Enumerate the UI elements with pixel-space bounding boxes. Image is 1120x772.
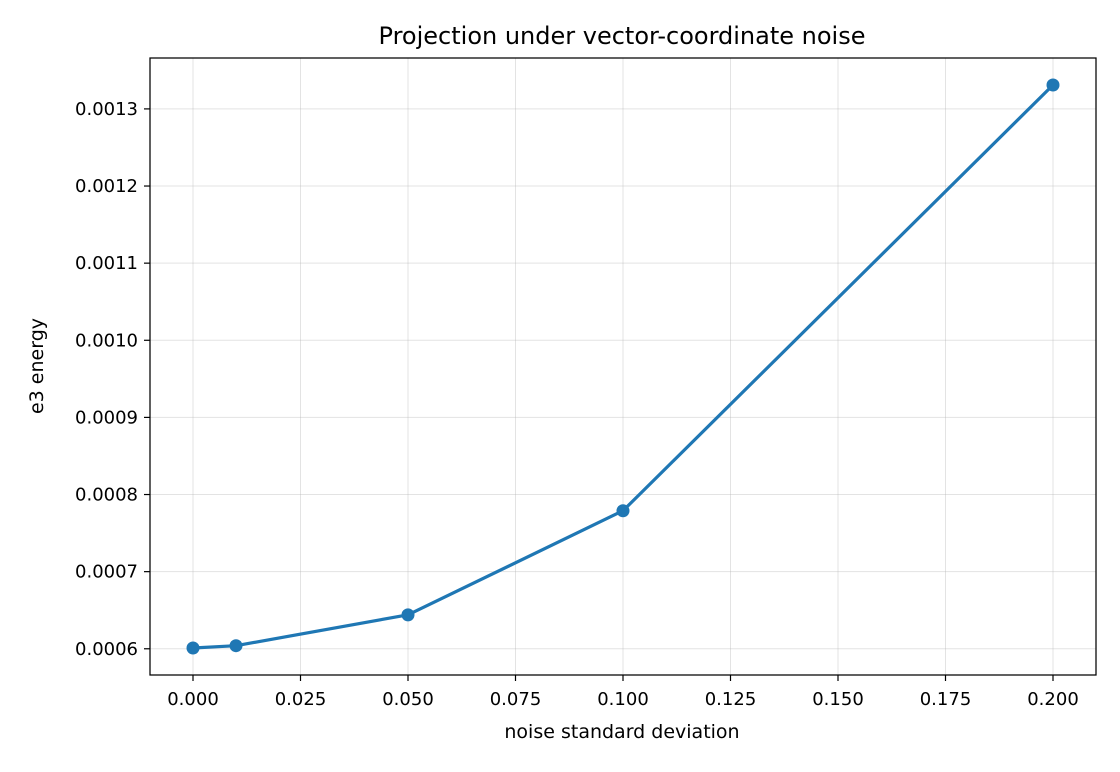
x-tick-label: 0.075 xyxy=(490,689,542,710)
grid xyxy=(150,58,1096,675)
y-tick-label: 0.0006 xyxy=(75,639,138,660)
data-point xyxy=(401,608,415,622)
chart-title: Projection under vector-coordinate noise xyxy=(379,22,866,50)
y-tick-label: 0.0012 xyxy=(75,176,138,197)
data-point xyxy=(616,504,630,518)
y-tick-label: 0.0007 xyxy=(75,562,138,583)
x-tick-label: 0.000 xyxy=(167,689,219,710)
ticks: 0.000 0.025 0.050 0.075 0.100 0.125 0.150 0.175… xyxy=(75,99,1079,710)
y-tick-label: 0.0013 xyxy=(75,99,138,120)
x-tick-label: 0.175 xyxy=(920,689,972,710)
x-tick-label: 0.150 xyxy=(812,689,864,710)
y-tick-label: 0.0008 xyxy=(75,485,138,506)
y-axis-label: e3 energy xyxy=(26,318,48,414)
x-tick-label: 0.050 xyxy=(382,689,434,710)
y-tick-label: 0.0009 xyxy=(75,407,138,428)
x-axis-label: noise standard deviation xyxy=(504,721,739,743)
data-point xyxy=(1046,78,1060,92)
series-layer xyxy=(186,78,1060,655)
x-tick-label: 0.025 xyxy=(275,689,327,710)
y-tick-label: 0.0010 xyxy=(75,330,138,351)
data-point xyxy=(229,639,243,653)
x-tick-label: 0.200 xyxy=(1027,689,1079,710)
y-tick-label: 0.0011 xyxy=(75,253,138,274)
data-point xyxy=(186,641,200,655)
x-tick-label: 0.125 xyxy=(705,689,757,710)
x-tick-label: 0.100 xyxy=(597,689,649,710)
